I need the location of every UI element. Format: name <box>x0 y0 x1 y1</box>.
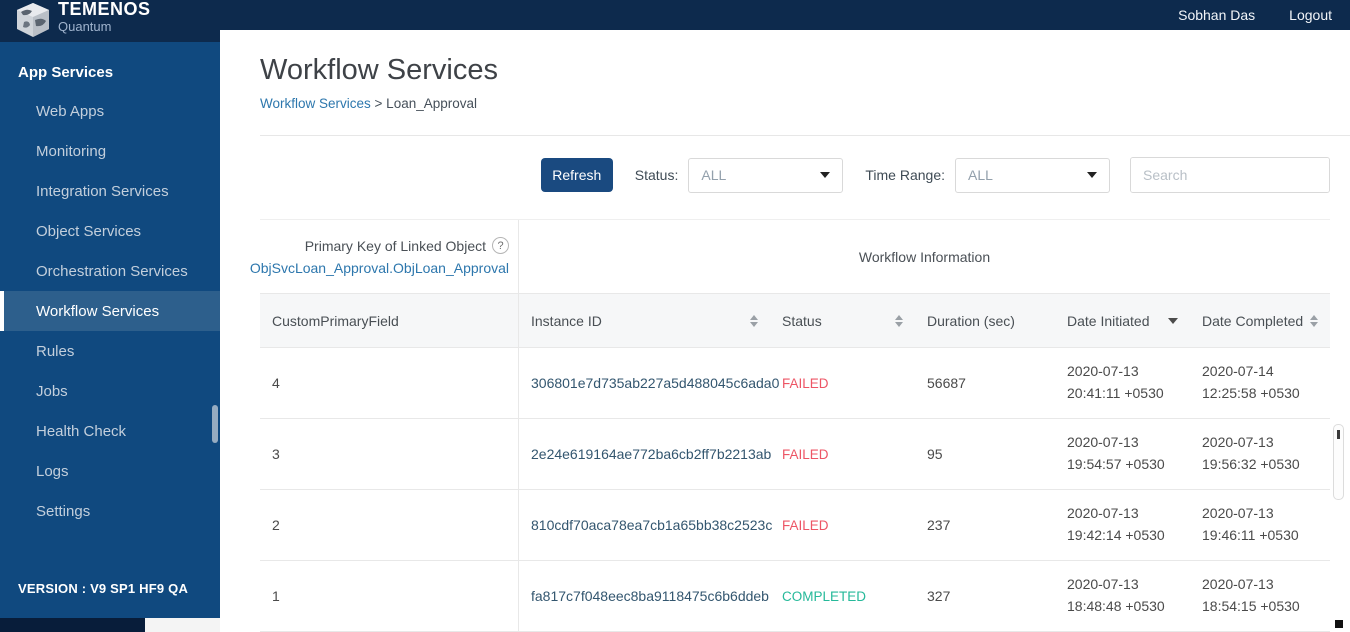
table-group-header: Primary Key of Linked Object ? ObjSvcLoa… <box>250 220 1330 294</box>
vertical-scrollbar[interactable] <box>1333 424 1344 500</box>
primary-key-cell: 2 <box>260 490 519 560</box>
date-completed-cell: 2020-07-13 19:46:11 +0530 <box>1202 505 1299 543</box>
workflow-information-header: Workflow Information <box>858 248 991 265</box>
time-range-dropdown[interactable]: ALL <box>955 157 1110 193</box>
header-divider <box>260 135 1350 136</box>
linked-object-link[interactable]: ObjSvcLoan_Approval.ObjLoan_Approval <box>249 260 509 276</box>
sort-icon[interactable] <box>750 314 758 327</box>
sidebar-item-integration-services[interactable]: Integration Services <box>36 182 169 200</box>
instance-id-link[interactable]: 2e24e619164ae772ba6cb2ff7b2213ab <box>531 446 772 462</box>
brand-sub: Quantum <box>58 18 112 34</box>
status-dropdown[interactable]: ALL <box>688 157 844 193</box>
brand-logo[interactable]: TEMENOS Quantum <box>0 0 220 42</box>
sidebar-scrollbar[interactable] <box>212 405 218 443</box>
breadcrumb: Workflow Services > Loan_Approval <box>260 96 1350 111</box>
top-bar: Sobhan Das Logout <box>0 0 1350 30</box>
sidebar-item-monitoring[interactable]: Monitoring <box>36 142 107 160</box>
version-label: VERSION : V9 SP1 HF9 QA <box>18 581 189 596</box>
instance-id-link[interactable]: 810cdf70aca78ea7cb1a65bb38c2523c <box>531 517 773 533</box>
sidebar-item-jobs[interactable]: Jobs <box>36 382 68 400</box>
time-range-dropdown-value: ALL <box>968 167 993 183</box>
main-content: Workflow Services Workflow Services > Lo… <box>220 30 1350 632</box>
logout-link[interactable]: Logout <box>1289 7 1332 23</box>
sidebar-item-workflow-services[interactable]: Workflow Services <box>0 291 220 331</box>
breadcrumb-current: > Loan_Approval <box>374 96 478 111</box>
primary-key-cell: 4 <box>260 348 519 418</box>
instance-id-link[interactable]: 306801e7d735ab227a5d488045c6ada0 <box>531 375 780 391</box>
globe-cube-icon <box>17 3 49 37</box>
primary-key-header-label: Primary Key of Linked Object <box>304 237 486 254</box>
table-row: 1 fa817c7f048eec8ba9118475c6b6ddeb COMPL… <box>260 561 1330 632</box>
instance-id-link[interactable]: fa817c7f048eec8ba9118475c6b6ddeb <box>531 588 769 604</box>
help-icon[interactable]: ? <box>492 237 509 254</box>
status-cell: FAILED <box>782 375 829 391</box>
primary-key-cell: 3 <box>260 419 519 489</box>
status-cell: COMPLETED <box>782 588 867 604</box>
column-header-duration[interactable]: Duration (sec) <box>927 312 1015 329</box>
table-row: 3 2e24e619164ae772ba6cb2ff7b2213ab FAILE… <box>260 419 1330 490</box>
duration-cell: 95 <box>927 446 943 462</box>
column-header-status[interactable]: Status <box>770 294 915 347</box>
brand-name: TEMENOS <box>58 0 151 19</box>
search-input[interactable] <box>1131 158 1329 192</box>
sidebar-item-settings[interactable]: Settings <box>36 502 91 520</box>
breadcrumb-workflow-services-link[interactable]: Workflow Services <box>260 96 371 111</box>
status-filter-label: Status: <box>634 167 679 183</box>
table-row: 2 810cdf70aca78ea7cb1a65bb38c2523c FAILE… <box>260 490 1330 561</box>
scrollbar-corner <box>1335 620 1343 628</box>
duration-cell: 56687 <box>927 375 966 391</box>
sidebar-section-app-services: App Services <box>18 64 114 81</box>
table-row: 4 306801e7d735ab227a5d488045c6ada0 FAILE… <box>260 348 1330 419</box>
sidebar-item-orchestration-services[interactable]: Orchestration Services <box>36 262 188 280</box>
date-completed-cell: 2020-07-13 19:56:32 +0530 <box>1202 434 1300 472</box>
user-menu[interactable]: Sobhan Das <box>1178 7 1256 23</box>
date-initiated-cell: 2020-07-13 18:48:48 +0530 <box>1067 576 1165 614</box>
duration-cell: 327 <box>927 588 951 604</box>
date-completed-cell: 2020-07-14 12:25:58 +0530 <box>1202 363 1300 401</box>
sidebar-item-health-check[interactable]: Health Check <box>36 422 127 440</box>
column-header-custom-primary-field[interactable]: CustomPrimaryField <box>260 294 519 347</box>
column-header-date-completed[interactable]: Date Completed <box>1190 294 1330 347</box>
sidebar-item-rules[interactable]: Rules <box>36 342 75 360</box>
primary-key-cell: 1 <box>260 561 519 631</box>
date-completed-cell: 2020-07-13 18:54:15 +0530 <box>1202 576 1300 614</box>
page-title: Workflow Services <box>260 54 498 86</box>
sort-desc-icon[interactable] <box>1168 317 1178 324</box>
column-header-instance-id[interactable]: Instance ID <box>519 294 770 347</box>
sidebar-item-web-apps[interactable]: Web Apps <box>36 102 105 120</box>
date-initiated-cell: 2020-07-13 20:41:11 +0530 <box>1067 363 1164 401</box>
status-cell: FAILED <box>782 446 829 462</box>
date-initiated-cell: 2020-07-13 19:54:57 +0530 <box>1067 434 1165 472</box>
refresh-button[interactable]: Refresh <box>540 158 613 192</box>
sidebar-item-logs[interactable]: Logs <box>36 462 69 480</box>
chevron-down-icon <box>820 172 831 178</box>
sort-icon[interactable] <box>1310 314 1318 327</box>
horizontal-scrollbar[interactable] <box>0 618 220 632</box>
table-column-headers: CustomPrimaryField Instance ID Status Du… <box>260 294 1330 348</box>
duration-cell: 237 <box>927 517 951 533</box>
column-header-date-initiated[interactable]: Date Initiated <box>1055 294 1190 347</box>
search-box <box>1130 157 1330 193</box>
sort-icon[interactable] <box>895 314 903 327</box>
status-cell: FAILED <box>782 517 829 533</box>
sidebar-item-object-services[interactable]: Object Services <box>36 222 142 240</box>
date-initiated-cell: 2020-07-13 19:42:14 +0530 <box>1067 505 1165 543</box>
filter-toolbar: Refresh Status: ALL Time Range: ALL <box>260 157 1330 193</box>
sidebar: TEMENOS Quantum App Services Web Apps Mo… <box>0 0 220 618</box>
status-dropdown-value: ALL <box>701 167 727 183</box>
time-range-filter-label: Time Range: <box>865 167 945 183</box>
chevron-down-icon <box>1087 172 1097 178</box>
workflow-table: Primary Key of Linked Object ? ObjSvcLoa… <box>250 219 1330 632</box>
